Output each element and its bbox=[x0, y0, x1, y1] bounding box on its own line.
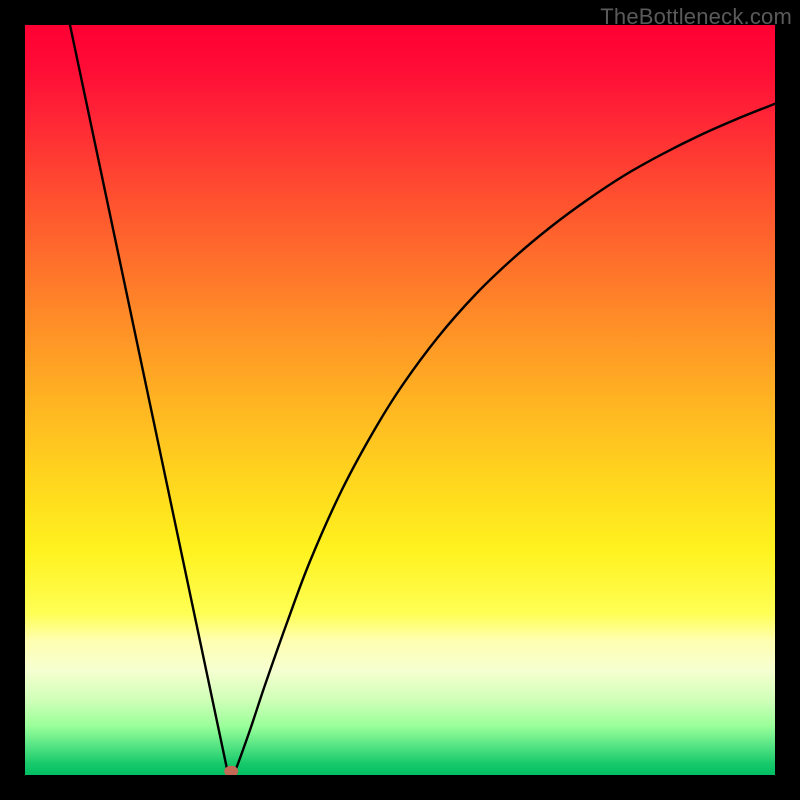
plot-area bbox=[25, 25, 775, 775]
chart-svg bbox=[25, 25, 775, 775]
attribution-text: TheBottleneck.com bbox=[600, 4, 792, 30]
chart-background bbox=[25, 25, 775, 775]
chart-frame: TheBottleneck.com bbox=[0, 0, 800, 800]
